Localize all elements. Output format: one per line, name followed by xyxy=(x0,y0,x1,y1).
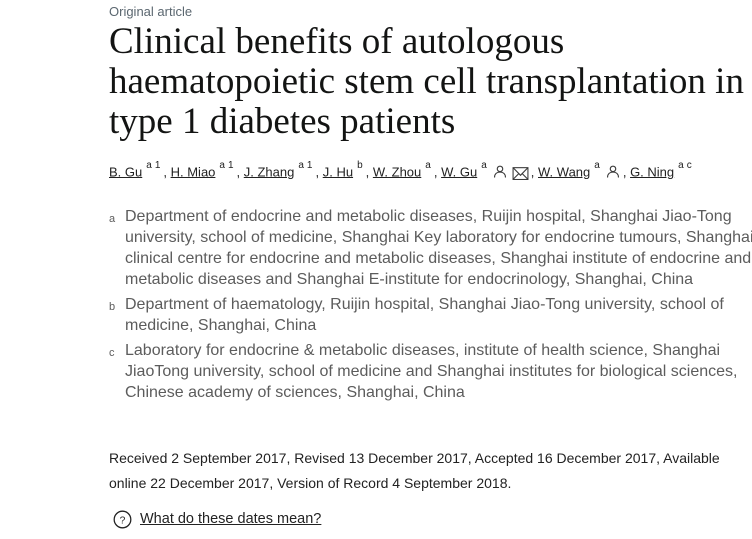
svg-text:?: ? xyxy=(120,516,126,527)
